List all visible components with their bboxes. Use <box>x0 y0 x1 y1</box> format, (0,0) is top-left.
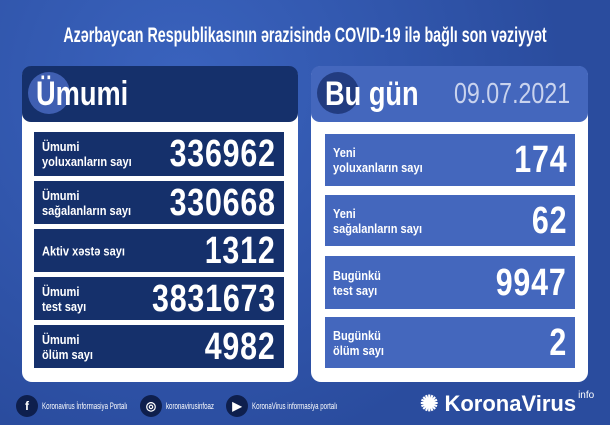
row-value: 9947 <box>496 261 567 304</box>
total-tests-row: Ümumi test sayı 3831673 <box>34 277 284 320</box>
active-cases-row: Aktiv xəstə sayı 1312 <box>34 229 284 272</box>
instagram-icon: ◎ <box>140 395 162 417</box>
instagram-link[interactable]: ◎ koronavirusinfoaz <box>140 394 214 418</box>
today-tests-row: Bugünkü test sayı 9947 <box>325 256 575 309</box>
youtube-link[interactable]: ▶ KoronaVirus informasiya portalı <box>226 394 337 418</box>
total-header: Ümumi <box>22 66 298 122</box>
brand-name: KoronaVirus <box>444 391 577 416</box>
row-value: 3831673 <box>152 277 276 320</box>
virus-icon <box>317 72 359 114</box>
facebook-link[interactable]: f Koronavirus İnformasiya Portalı <box>16 394 127 418</box>
row-value: 1312 <box>205 229 276 272</box>
today-header: Bu gün 09.07.2021 <box>311 66 588 122</box>
date: 09.07.2021 <box>453 78 570 110</box>
total-header-label: Ümumi <box>36 75 129 113</box>
row-label: Ümumi ölüm sayı <box>42 331 93 362</box>
new-infected-row: Yeni yoluxanların sayı 174 <box>325 134 575 186</box>
row-label: Ümumi sağalanların sayı <box>42 187 132 218</box>
today-deaths-row: Bugünkü ölüm sayı 2 <box>325 317 575 368</box>
row-label: Yeni yoluxanların sayı <box>333 145 423 175</box>
total-recovered-row: Ümumi sağalanların sayı 330668 <box>34 181 284 224</box>
row-label: Bugünkü test sayı <box>333 267 381 298</box>
virus-icon <box>28 72 70 114</box>
youtube-icon: ▶ <box>226 395 248 417</box>
brand-sup: info <box>578 390 595 401</box>
facebook-icon: f <box>16 395 38 417</box>
row-label: Aktiv xəstə sayı <box>42 243 125 258</box>
sun-virus-icon: ✺ <box>420 391 439 416</box>
row-label: Yeni sağalanların sayı <box>333 205 423 236</box>
row-label: Ümumi yoluxanların sayı <box>42 139 132 169</box>
row-value: 62 <box>531 199 567 242</box>
today-header-label: Bu gün <box>325 75 419 113</box>
instagram-label: koronavirusinfoaz <box>166 401 214 411</box>
brand-logo: ✺ KoronaVirus info <box>420 390 594 418</box>
row-value: 330668 <box>169 181 276 224</box>
new-recovered-row: Yeni sağalanların sayı 62 <box>325 195 575 246</box>
page-title: Azərbaycan Respublikasının ərazisində CO… <box>63 24 547 47</box>
youtube-label: KoronaVirus informasiya portalı <box>252 401 338 411</box>
row-value: 4982 <box>205 325 276 368</box>
facebook-label: Koronavirus İnformasiya Portalı <box>42 401 128 411</box>
row-value: 174 <box>513 139 567 181</box>
row-value: 2 <box>549 321 567 364</box>
row-label: Ümumi test sayı <box>42 283 87 314</box>
row-label: Bugünkü ölüm sayı <box>333 327 384 358</box>
row-value: 336962 <box>169 133 276 175</box>
total-deaths-row: Ümumi ölüm sayı 4982 <box>34 325 284 368</box>
total-infected-row: Ümumi yoluxanların sayı 336962 <box>34 132 284 176</box>
